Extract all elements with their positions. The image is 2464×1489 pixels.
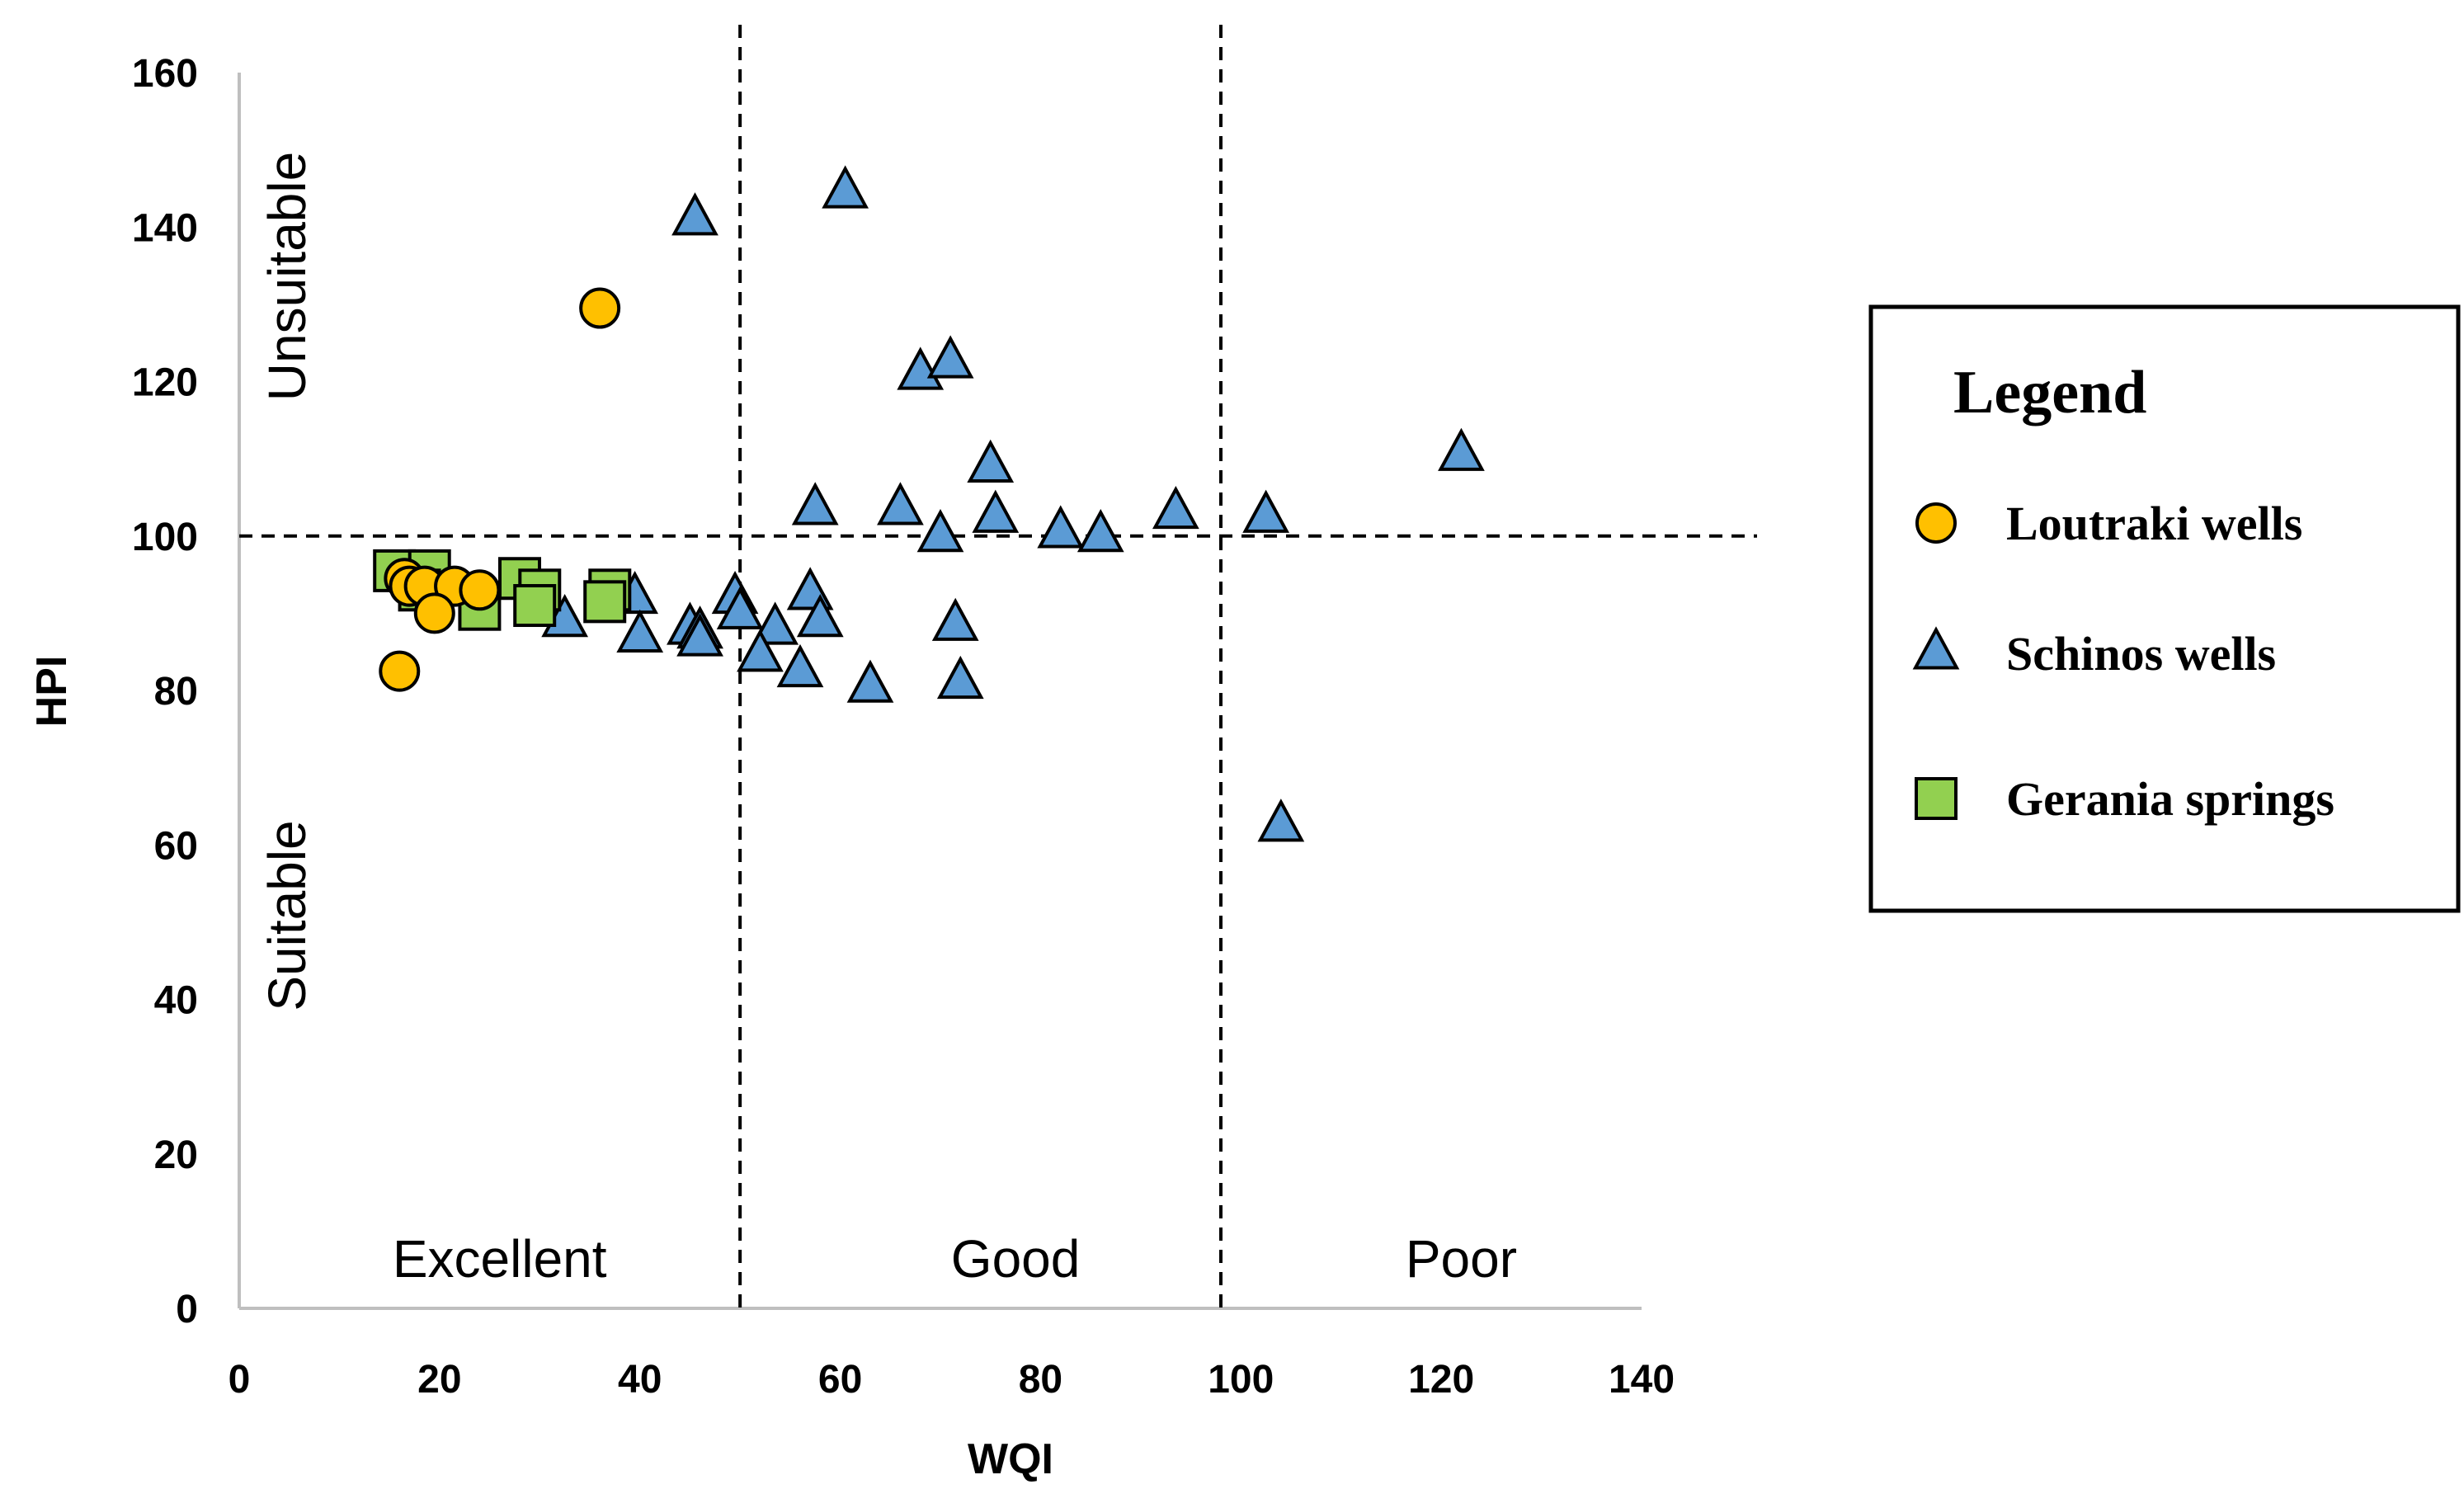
square-point [583, 580, 627, 624]
zone-label-excellent: Excellent [393, 1229, 607, 1289]
triangle-point [737, 629, 784, 672]
legend-label: Loutraki wells [2006, 497, 2302, 550]
triangle-point [846, 659, 894, 703]
triangle-point [796, 594, 844, 638]
legend-items: Loutraki wells Schinos wells Gerania sprin… [1912, 497, 2334, 826]
y-tick-labels: 0 20 40 60 80 100 120 140 160 [132, 52, 198, 1331]
circle-point [459, 569, 501, 611]
legend-triangle-marker [1912, 626, 1960, 670]
triangle-point [897, 346, 945, 390]
triangle-point [671, 192, 718, 236]
triangle-point [776, 643, 824, 688]
triangle-point [616, 609, 664, 653]
triangle-point [1242, 489, 1290, 533]
triangle-point [1037, 505, 1085, 549]
threshold-lines [239, 25, 1757, 1308]
triangle-point [926, 335, 974, 379]
x-tick-label: 100 [1208, 1358, 1274, 1402]
series-loutraki-wells [379, 287, 621, 692]
legend-label: Schinos wells [2006, 627, 2276, 681]
legend-circle-marker [1915, 502, 1957, 544]
x-tick-label: 60 [818, 1358, 862, 1402]
axes [238, 73, 1642, 1310]
legend: Legend Loutraki wells Schinos wells Gerani… [1868, 304, 2461, 913]
triangle-point [916, 509, 964, 553]
zone-label-suitable: Suitable [257, 820, 317, 1011]
triangle-point [1152, 485, 1199, 530]
legend-item: Schinos wells [1912, 626, 2276, 681]
series-schinos-wells [541, 165, 1485, 842]
triangle-point [931, 597, 979, 641]
triangle-point [1438, 427, 1485, 471]
x-tick-label: 140 [1609, 1358, 1675, 1402]
triangle-point [1077, 509, 1124, 553]
zone-label-good: Good [951, 1229, 1081, 1289]
x-tick-label: 80 [1019, 1358, 1062, 1402]
zone-label-poor: Poor [1406, 1229, 1517, 1289]
x-tick-labels: 0 20 40 60 80 100 120 140 [228, 1358, 1675, 1402]
legend-item: Loutraki wells [1915, 497, 2302, 550]
zone-labels: Excellent Good Poor Unsuitable Suitable [257, 152, 1517, 1289]
y-tick-label: 0 [176, 1288, 198, 1331]
triangle-point [716, 586, 764, 629]
x-tick-label: 40 [618, 1358, 662, 1402]
y-tick-label: 80 [154, 670, 198, 714]
triangle-point [936, 655, 984, 700]
y-tick-label: 140 [132, 206, 198, 250]
triangle-point [751, 601, 799, 645]
y-tick-label: 60 [154, 824, 198, 868]
triangle-point [676, 613, 723, 657]
legend-label: Gerania springs [2006, 772, 2334, 826]
data-points [373, 165, 1485, 842]
x-axis-title: WQI [968, 1435, 1053, 1483]
y-tick-label: 100 [132, 516, 198, 559]
x-tick-label: 0 [228, 1358, 251, 1402]
triangle-point [1257, 799, 1305, 842]
circle-point [379, 650, 421, 692]
y-tick-label: 20 [154, 1133, 198, 1177]
circle-point [579, 287, 621, 329]
legend-box [1868, 304, 2461, 913]
legend-title: Legend [1953, 359, 2146, 426]
square-point [513, 584, 557, 628]
circle-point [413, 592, 455, 634]
triangle-point [877, 482, 924, 525]
y-tick-label: 120 [132, 361, 198, 405]
x-tick-label: 120 [1408, 1358, 1474, 1402]
y-tick-label: 160 [132, 52, 198, 96]
triangle-point [967, 439, 1015, 483]
zone-label-unsuitable: Unsuitable [257, 152, 317, 401]
triangle-point [972, 489, 1020, 533]
legend-item: Gerania springs [1915, 772, 2334, 826]
x-tick-label: 20 [417, 1358, 461, 1402]
y-tick-label: 40 [154, 979, 198, 1023]
triangle-point [822, 165, 869, 209]
triangle-point [791, 482, 839, 525]
y-axis-title: HPI [28, 656, 76, 728]
legend-square-marker [1915, 777, 1958, 820]
